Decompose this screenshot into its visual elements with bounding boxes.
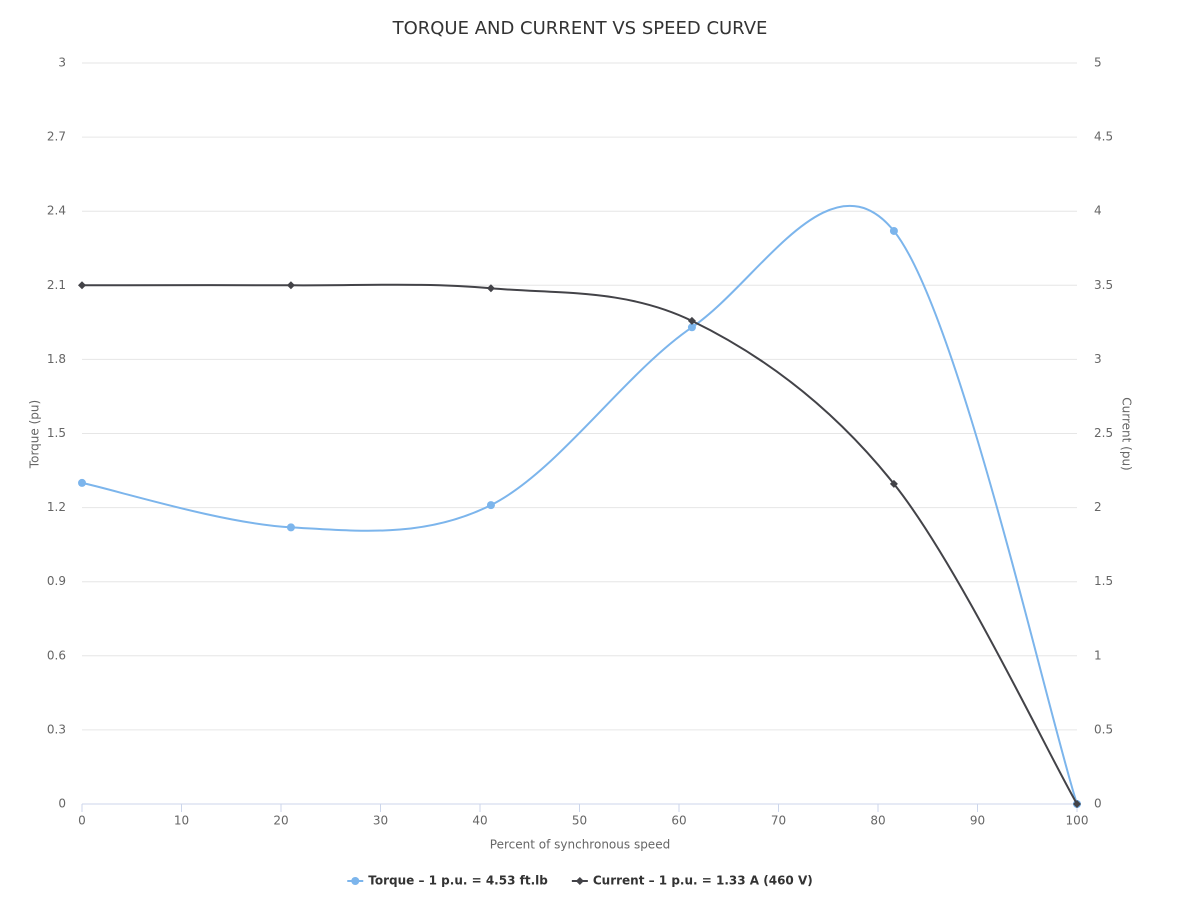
marker [889, 479, 898, 488]
y-tick-label: 0.3 [47, 722, 66, 736]
y2-tick-label: 4.5 [1094, 130, 1113, 144]
y2-tick-label: 1.5 [1094, 574, 1113, 588]
x-tick-label: 70 [771, 814, 786, 828]
x-tick-label: 20 [273, 814, 288, 828]
x-tick-label: 40 [472, 814, 487, 828]
x-tick-label: 60 [671, 814, 686, 828]
marker [687, 323, 696, 332]
marker [575, 877, 584, 885]
marker [351, 877, 360, 885]
y-tick-label: 0.9 [47, 574, 66, 588]
marker [889, 226, 898, 235]
marker [286, 281, 295, 290]
y-tick-label: 2.4 [47, 204, 66, 218]
y-tick-label: 2.1 [47, 278, 66, 292]
y2-tick-label: 4 [1094, 204, 1102, 218]
marker [1073, 800, 1081, 808]
legend-item[interactable]: Torque – 1 p.u. = 4.53 ft.lb [347, 874, 548, 888]
x-tick-label: 100 [1066, 814, 1089, 828]
x-tick-label: 90 [970, 814, 985, 828]
y-axis-title: Torque (pu) [28, 400, 42, 469]
y2-tick-label: 1 [1094, 648, 1102, 662]
y2-tick-label: 5 [1094, 56, 1102, 70]
legend-label: Current – 1 p.u. = 1.33 A (460 V) [593, 874, 813, 888]
marker [687, 316, 696, 325]
series-line [81, 283, 1078, 805]
legend-item[interactable]: Current – 1 p.u. = 1.33 A (460 V) [571, 874, 813, 888]
y2-tick-label: 0.5 [1094, 722, 1113, 736]
x-tick-label: 10 [174, 814, 189, 828]
marker [78, 478, 86, 487]
marker [78, 281, 86, 290]
y-tick-label: 1.2 [47, 500, 66, 514]
series-line [81, 204, 1078, 805]
marker [486, 284, 495, 293]
y-tick-label: 2.7 [47, 130, 66, 144]
y-tick-label: 1.5 [47, 426, 66, 440]
y2-axis-title: Current (pu) [1120, 397, 1134, 470]
y2-tick-label: 0 [1094, 797, 1102, 811]
y-tick-label: 1.8 [47, 352, 66, 366]
marker [286, 523, 295, 532]
y-tick-label: 0.6 [47, 648, 66, 662]
x-tick-label: 0 [78, 814, 86, 828]
chart-title: TORQUE AND CURRENT VS SPEED CURVE [392, 18, 768, 39]
y2-tick-label: 3 [1094, 352, 1102, 366]
x-axis-title: Percent of synchronous speed [490, 838, 670, 852]
legend-label: Torque – 1 p.u. = 4.53 ft.lb [368, 874, 548, 888]
marker [486, 501, 495, 510]
y-tick-label: 3 [58, 56, 66, 70]
x-tick-label: 80 [870, 814, 885, 828]
x-tick-label: 50 [572, 814, 587, 828]
y2-tick-label: 3.5 [1094, 278, 1113, 292]
legend: Torque – 1 p.u. = 4.53 ft.lb Current – 1 … [347, 874, 813, 888]
y-tick-label: 0 [58, 797, 66, 811]
y2-tick-label: 2.5 [1094, 426, 1113, 440]
x-tick-label: 30 [373, 814, 388, 828]
y2-tick-label: 2 [1094, 500, 1102, 514]
